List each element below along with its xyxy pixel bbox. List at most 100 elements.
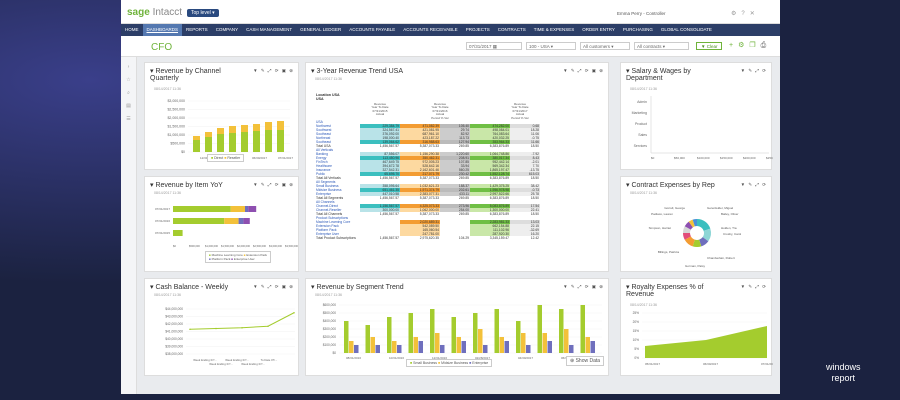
nav-item-order-entry[interactable]: ORDER ENTRY	[582, 27, 615, 32]
watermark-logo: windows report	[826, 362, 861, 383]
table-cell: 33.94	[440, 164, 470, 168]
row-label[interactable]: FinTech	[316, 160, 328, 164]
layout-icon[interactable]: ▤	[126, 103, 131, 109]
row-label[interactable]: All Verticals	[316, 148, 334, 152]
entity-select[interactable]: 100 - USA ▾	[526, 42, 576, 50]
slice-label: Gorrell, George	[664, 206, 685, 210]
row-label[interactable]: Southeast	[316, 132, 331, 136]
row-label[interactable]: Platform Pack	[316, 228, 337, 232]
row-label[interactable]: Midsize Business	[316, 188, 342, 192]
panel-title: ▾ Revenue by Segment Trend	[311, 284, 404, 291]
show-data-button[interactable]: ⊕ Show Data	[566, 356, 605, 366]
table-cell: 1,032,621.23	[400, 184, 440, 188]
nav-item-time-expenses[interactable]: TIME & EXPENSES	[533, 27, 575, 32]
row-label[interactable]: Channel-Reseller	[316, 208, 342, 212]
copy-icon: ❐	[749, 42, 761, 49]
row-label[interactable]: Total All Channels	[316, 212, 343, 216]
x-tick-label: $500,000	[189, 244, 200, 248]
row-label[interactable]: Enterprise User	[316, 232, 339, 236]
table-cell: 651,461.35	[360, 188, 400, 192]
level-selector[interactable]: Top level ▾	[187, 9, 219, 17]
chart-legend[interactable]: ■ Small Business ■ Midsize Business ■ En…	[406, 359, 493, 367]
row-label[interactable]: Banking	[316, 152, 328, 156]
star-icon[interactable]: ☆	[126, 77, 131, 83]
nav-arrow-icon[interactable]: ›	[127, 64, 130, 70]
panel-tools[interactable]: ▼ ✎ ⤢ ⟳ ▣ ⊗	[253, 284, 294, 289]
x-tick-label: 06/30/2017	[252, 156, 267, 160]
nav-item-home[interactable]: HOME	[125, 27, 139, 32]
clear-button[interactable]: ▼ Clear	[696, 42, 723, 50]
nav-item-reports[interactable]: REPORTS	[186, 27, 208, 32]
row-label[interactable]: Public	[316, 172, 325, 176]
customers-select[interactable]: All customers ▾	[580, 42, 630, 50]
table-row: Machine Learning Core 2,020,689.31 2,283,9…	[316, 220, 600, 224]
revenue-channel-chart: $3,000,000 $2,500,000 $2,000,000 $1,500,000…	[167, 99, 293, 160]
row-label[interactable]: Extension Pack	[316, 224, 339, 228]
list-icon[interactable]: ☰	[126, 116, 131, 122]
table-cell: 127.94	[440, 140, 470, 144]
row-label[interactable]: Product Subscriptions	[316, 216, 349, 220]
table-cell: 107.85	[440, 160, 470, 164]
x-tick-label: 12/31/2016	[432, 356, 447, 360]
bar	[483, 345, 488, 353]
nav-item-global-consolidate[interactable]: GLOBAL CONSOLIDATE	[660, 27, 712, 32]
row-label[interactable]: Machine Learning Core	[316, 220, 351, 224]
y-tick-label: 07/31/2015	[155, 231, 170, 235]
nav-item-cash-management[interactable]: CASH MANAGEMENT	[246, 27, 293, 32]
chart-legend[interactable]: ■ Direct ■ Reseller	[207, 154, 245, 162]
nav-item-accounts-payable[interactable]: ACCOUNTS PAYABLE	[349, 27, 396, 32]
panel-tools[interactable]: ▼ ✎ ⤢ ⟳ ▣ ⊗	[563, 68, 604, 73]
nav-item-general-ledger[interactable]: GENERAL LEDGER	[300, 27, 342, 32]
y-tick-label: 25%	[633, 311, 640, 315]
chart-legend[interactable]: ■ Machine Learning Core ■ Extension Pack…	[205, 251, 272, 263]
table-cell: 5,387,073.33	[419, 176, 439, 180]
panel-tools[interactable]: ▼ ✎ ⤢ ⟳ ▣ ⊗	[253, 182, 294, 187]
date-field[interactable]: 07/31/2017 ▦	[466, 42, 522, 50]
slice-label: Chamberlain, Robert	[707, 256, 735, 260]
row-label[interactable]: Northwest	[316, 124, 331, 128]
row-label[interactable]: USA	[316, 120, 323, 124]
panel-date: 08/14/2017 11:36	[630, 191, 657, 195]
row-label[interactable]: All Segments	[316, 180, 336, 184]
row-label[interactable]: Energy	[316, 156, 327, 160]
panel-tools[interactable]: ▼ ✎ ⤢ ⟳ ▣ ⊗	[253, 68, 294, 73]
nav-item-company[interactable]: COMPANY	[215, 27, 239, 32]
row-label[interactable]: Total All Verticals	[316, 176, 341, 180]
row-label[interactable]: Southeast	[316, 140, 331, 144]
panel-tools[interactable]: ▼ ✎ ⤢ ⟳	[740, 284, 767, 289]
contracts-select[interactable]: All contracts ▾	[634, 42, 689, 50]
row-label[interactable]: Channel-Direct	[316, 204, 338, 208]
x-tick-label: $1,500,000	[221, 244, 235, 248]
bar	[370, 337, 375, 353]
y-tick-label: $400,000	[323, 319, 337, 323]
table-cell: 687,961.10	[400, 132, 440, 136]
row-label[interactable]: All Channels	[316, 200, 335, 204]
toolbar-icons[interactable]: +⚙❐⎙	[729, 41, 771, 50]
y-tick-label: $100,000	[323, 343, 337, 347]
panel-tools[interactable]: ▼ ✎ ⤢ ⟳	[740, 68, 767, 73]
nav-item-purchasing[interactable]: PURCHASING	[622, 27, 653, 32]
table-cell: 269.85	[458, 196, 469, 200]
row-label[interactable]: Southwest	[316, 128, 332, 132]
donut-slice	[692, 219, 697, 227]
nav-item-contracts[interactable]: CONTRACTS	[497, 27, 526, 32]
nav-item-projects[interactable]: PROJECTS	[465, 27, 490, 32]
nav-item-dashboards[interactable]: DASHBOARDS	[142, 24, 183, 36]
panel-tools[interactable]: ▼ ✎ ⤢ ⟳ ▣ ⊗	[563, 284, 604, 289]
user-menu[interactable]: Emma Perry - Controller	[617, 11, 666, 16]
search-icon[interactable]: ⌕	[127, 90, 130, 96]
row-label[interactable]: Northeast	[316, 136, 331, 140]
row-label[interactable]: Healthcare	[316, 164, 332, 168]
row-label[interactable]: Small Business	[316, 184, 339, 188]
row-label[interactable]: Total Product Subscriptions	[316, 236, 356, 240]
panel-tools[interactable]: ▼ ✎ ⤢ ⟳	[740, 182, 767, 187]
row-label[interactable]: Insurance	[316, 168, 331, 172]
row-label[interactable]: Total All Segments	[316, 196, 344, 200]
y-tick-label: $42,000,000	[165, 322, 183, 326]
row-label[interactable]: Total USA	[316, 144, 331, 148]
nav-item-accounts-receivable[interactable]: ACCOUNTS RECEIVABLE	[403, 27, 458, 32]
row-label[interactable]: Enterprise	[316, 192, 332, 196]
table-cell: 1,300,000.00	[470, 208, 510, 212]
table-cell: 1,956,978.98	[470, 188, 510, 192]
top-icons[interactable]: ⚙?✕	[731, 10, 760, 17]
